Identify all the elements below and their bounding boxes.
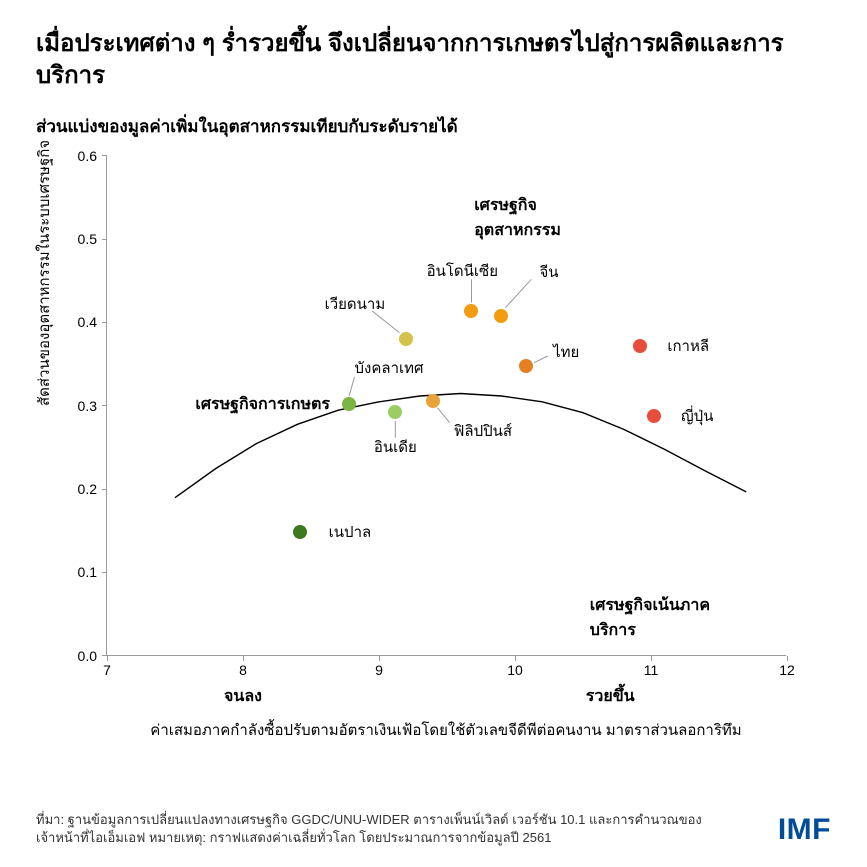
source-note: ที่มา: ฐานข้อมูลการเปลี่ยนแปลงทางเศรษฐกิ… <box>36 811 716 847</box>
x-tick: 8 <box>239 662 247 678</box>
plot-region: 0.00.10.20.30.40.50.6789101112จนลงรวยขึ้… <box>106 156 786 656</box>
point-india <box>388 405 402 419</box>
chart-title: เมื่อประเทศต่าง ๆ ร่ำรวยขึ้น จึงเปลี่ยนจ… <box>36 28 831 93</box>
x-extra-label: รวยขึ้น <box>586 684 635 709</box>
x-tick: 10 <box>507 662 523 678</box>
point-vietnam <box>399 332 413 346</box>
y-axis-label: สัดส่วนของอุตสาหกรรมในระบบเศรษฐกิจ <box>32 140 56 406</box>
annotation-services: เศรษฐกิจเน้นภาคบริการ <box>590 593 710 643</box>
label-philippines: ฟิลิปปินส์ <box>454 419 512 443</box>
point-japan <box>647 409 661 423</box>
chart-area: สัดส่วนของอุตสาหกรรมในระบบเศรษฐกิจ 0.00.… <box>106 156 831 656</box>
imf-logo: IMF <box>778 813 831 847</box>
x-tick: 9 <box>375 662 383 678</box>
x-extra-label: จนลง <box>224 684 262 709</box>
y-tick: 0.2 <box>57 481 97 497</box>
point-thailand <box>519 359 533 373</box>
label-nepal: เนปาล <box>329 520 372 544</box>
label-thailand: ไทย <box>553 340 579 364</box>
footer: ที่มา: ฐานข้อมูลการเปลี่ยนแปลงทางเศรษฐกิ… <box>36 811 831 847</box>
y-tick: 0.4 <box>57 314 97 330</box>
x-tick: 11 <box>644 662 659 678</box>
point-china <box>494 309 508 323</box>
chart-subtitle: ส่วนแบ่งของมูลค่าเพิ่มในอุตสาหกรรมเทียบก… <box>36 113 831 140</box>
y-tick: 0.3 <box>57 398 97 414</box>
point-nepal <box>293 525 307 539</box>
label-indonesia: อินโดนีเซีย <box>427 259 498 283</box>
annotation-agrarian: เศรษฐกิจการเกษตร <box>195 392 330 417</box>
x-axis-label: ค่าเสมอภาคกำลังซื้อปรับตามอัตราเงินเฟ้อโ… <box>106 718 786 742</box>
label-vietnam: เวียดนาม <box>325 292 386 316</box>
point-bangladesh <box>342 397 356 411</box>
label-china: จีน <box>539 260 558 284</box>
annotation-industrial: เศรษฐกิจอุตสาหกรรม <box>474 193 561 243</box>
y-tick: 0.0 <box>57 648 97 664</box>
point-indonesia <box>464 304 478 318</box>
y-tick: 0.1 <box>57 564 97 580</box>
label-bangladesh: บังคลาเทศ <box>355 356 424 380</box>
label-korea: เกาหลี <box>667 334 709 358</box>
point-philippines <box>426 394 440 408</box>
y-tick: 0.5 <box>57 231 97 247</box>
point-korea <box>633 339 647 353</box>
y-tick: 0.6 <box>57 148 97 164</box>
x-tick: 7 <box>103 662 111 678</box>
label-india: อินเดีย <box>374 435 417 459</box>
x-tick: 12 <box>779 662 795 678</box>
label-japan: ญี่ปุ่น <box>681 404 714 428</box>
